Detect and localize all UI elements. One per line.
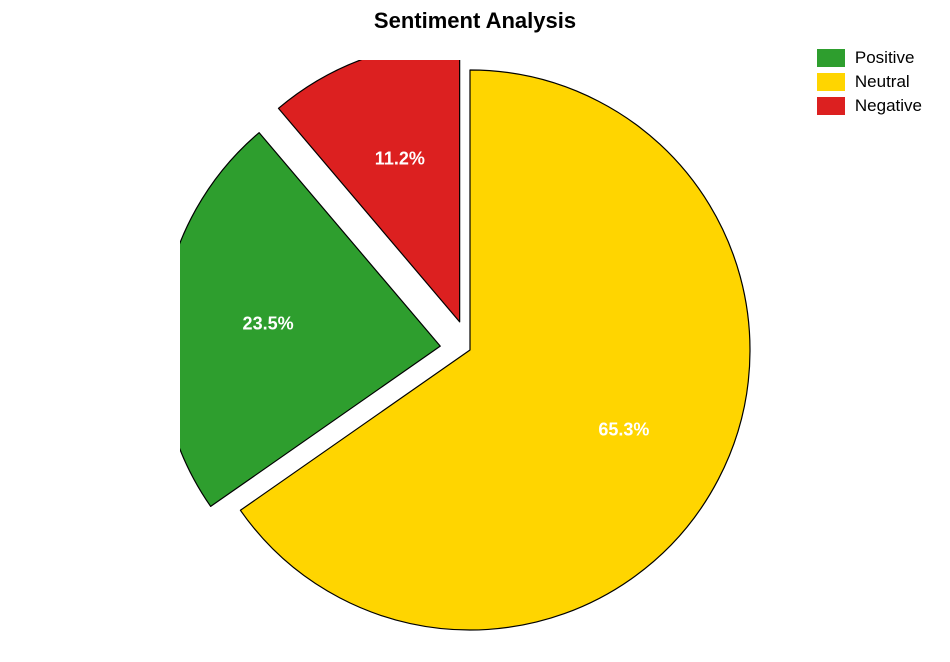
legend-swatch-positive [817,49,845,67]
slice-label-positive: 23.5% [243,313,294,334]
legend-label-neutral: Neutral [855,72,910,92]
legend-item-negative: Negative [817,96,922,116]
pie-chart: 65.3% 23.5% 11.2% [180,60,760,640]
legend-item-neutral: Neutral [817,72,922,92]
slice-label-neutral: 65.3% [598,420,649,441]
chart-title: Sentiment Analysis [0,8,950,34]
legend-swatch-neutral [817,73,845,91]
legend: Positive Neutral Negative [817,48,922,120]
legend-swatch-negative [817,97,845,115]
slice-label-negative: 11.2% [375,148,425,169]
legend-label-negative: Negative [855,96,922,116]
legend-item-positive: Positive [817,48,922,68]
legend-label-positive: Positive [855,48,915,68]
